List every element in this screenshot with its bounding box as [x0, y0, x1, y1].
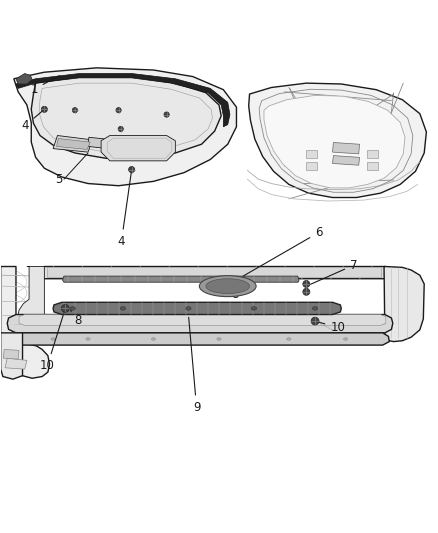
Text: 8: 8	[71, 310, 81, 327]
Polygon shape	[249, 83, 426, 198]
Ellipse shape	[287, 338, 291, 340]
Ellipse shape	[120, 306, 126, 310]
Polygon shape	[63, 276, 299, 282]
Polygon shape	[16, 74, 230, 127]
Text: 6: 6	[243, 226, 322, 276]
Ellipse shape	[206, 279, 250, 294]
Ellipse shape	[61, 304, 69, 312]
Polygon shape	[53, 302, 341, 314]
Polygon shape	[384, 266, 424, 342]
Polygon shape	[264, 95, 405, 188]
Polygon shape	[35, 266, 403, 279]
Ellipse shape	[343, 338, 348, 340]
Text: 10: 10	[318, 321, 345, 334]
Text: 10: 10	[40, 311, 64, 372]
Polygon shape	[19, 314, 386, 326]
Text: 9: 9	[189, 317, 200, 414]
Polygon shape	[88, 138, 113, 149]
Polygon shape	[332, 156, 360, 165]
Ellipse shape	[116, 108, 121, 113]
Ellipse shape	[303, 280, 310, 287]
Ellipse shape	[86, 338, 90, 340]
Polygon shape	[367, 161, 378, 169]
Ellipse shape	[118, 126, 124, 132]
Ellipse shape	[51, 338, 55, 340]
Polygon shape	[16, 74, 32, 84]
Polygon shape	[46, 268, 381, 277]
Ellipse shape	[41, 106, 47, 112]
Polygon shape	[7, 314, 393, 333]
Polygon shape	[1, 266, 49, 378]
Ellipse shape	[70, 306, 75, 310]
Polygon shape	[1, 333, 22, 379]
Polygon shape	[11, 333, 389, 345]
Ellipse shape	[72, 108, 78, 113]
Ellipse shape	[303, 288, 310, 295]
Ellipse shape	[151, 338, 155, 340]
Polygon shape	[31, 77, 221, 158]
Ellipse shape	[251, 306, 257, 310]
Text: 8: 8	[231, 288, 245, 301]
Polygon shape	[367, 150, 378, 158]
Polygon shape	[17, 266, 44, 337]
Ellipse shape	[164, 112, 169, 117]
Ellipse shape	[199, 276, 256, 297]
Text: 7: 7	[309, 259, 357, 285]
Text: 1: 1	[30, 76, 60, 96]
Text: 4: 4	[21, 111, 42, 132]
Polygon shape	[5, 358, 27, 369]
Text: 4: 4	[118, 172, 131, 248]
Polygon shape	[53, 135, 92, 152]
Polygon shape	[57, 139, 90, 149]
Polygon shape	[332, 142, 360, 154]
Ellipse shape	[129, 166, 135, 173]
Ellipse shape	[312, 306, 318, 310]
Ellipse shape	[311, 317, 319, 325]
Ellipse shape	[186, 306, 191, 310]
Polygon shape	[306, 161, 317, 169]
Text: 5: 5	[55, 173, 63, 185]
Polygon shape	[4, 350, 19, 359]
Ellipse shape	[217, 338, 221, 340]
Polygon shape	[306, 150, 317, 158]
Polygon shape	[101, 135, 175, 161]
Polygon shape	[14, 68, 237, 185]
